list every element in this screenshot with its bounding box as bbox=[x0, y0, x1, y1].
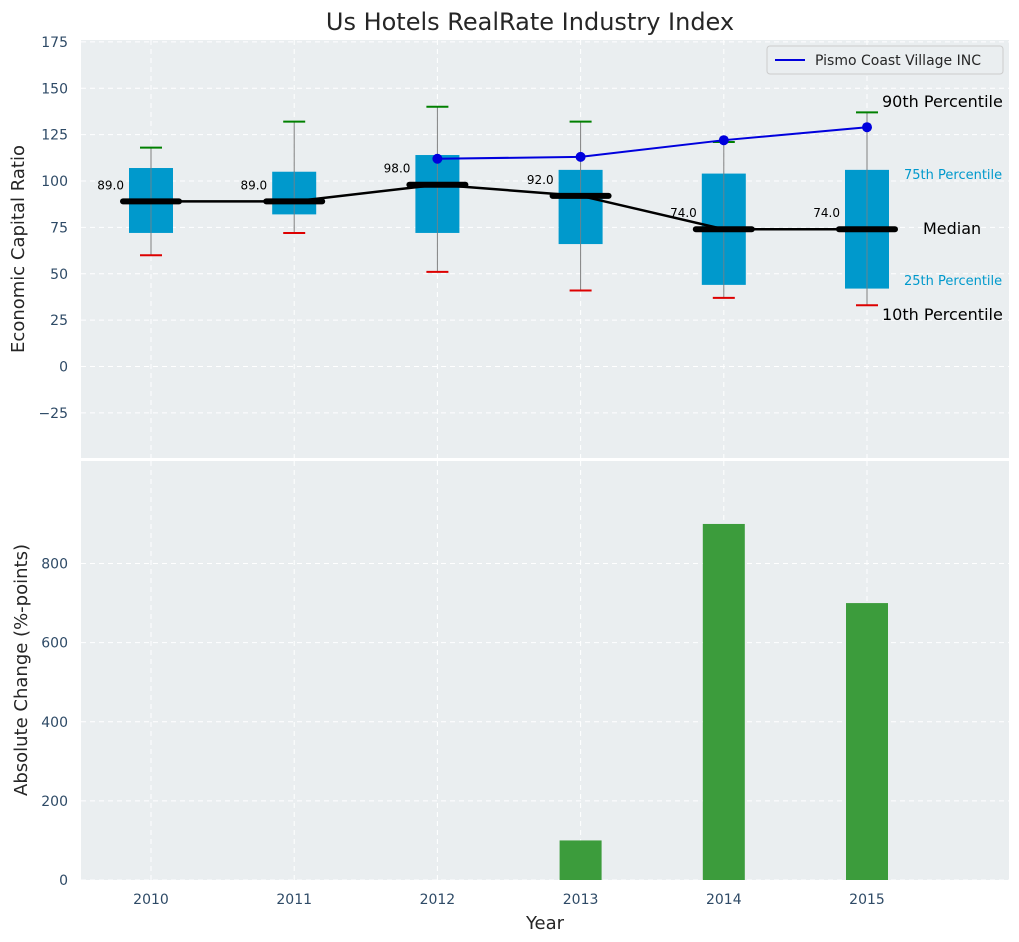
top-y-tick-label: −25 bbox=[38, 406, 68, 422]
top-y-tick-label: 100 bbox=[41, 174, 68, 190]
x-tick-label: 2010 bbox=[133, 892, 169, 908]
median-label-2011: 89.0 bbox=[240, 178, 267, 192]
bar-2013 bbox=[559, 840, 602, 880]
top-y-tick-label: 175 bbox=[41, 35, 68, 51]
annotation-median: Median bbox=[923, 219, 981, 238]
company-point-2012 bbox=[432, 153, 443, 164]
chart-marks: −25 0 25 50 75 100 125 150 175 0 200 400 600 800 2010 2… bbox=[38, 35, 898, 908]
x-axis-label: Year bbox=[525, 913, 565, 934]
annotation-75th-percentile: 75th Percentile bbox=[904, 168, 1002, 183]
company-point-2014 bbox=[718, 135, 729, 146]
x-tick-label: 2013 bbox=[563, 892, 599, 908]
median-label-2010: 89.0 bbox=[97, 178, 124, 192]
annotation-25th-percentile: 25th Percentile bbox=[904, 274, 1002, 289]
x-tick-label: 2015 bbox=[849, 892, 885, 908]
median-label-2014: 74.0 bbox=[670, 206, 697, 220]
x-tick-label: 2012 bbox=[420, 892, 456, 908]
x-tick-label: 2014 bbox=[706, 892, 742, 908]
bottom-y-tick-label: 0 bbox=[59, 873, 68, 889]
median-label-2015: 74.0 bbox=[813, 206, 840, 220]
top-y-tick-label: 125 bbox=[41, 128, 68, 144]
top-y-tick-label: 50 bbox=[50, 267, 68, 283]
legend: Pismo Coast Village INC bbox=[766, 45, 1004, 75]
top-y-axis-label: Economic Capital Ratio bbox=[8, 145, 29, 353]
company-line bbox=[437, 126, 868, 160]
top-y-tick-label: 150 bbox=[41, 81, 68, 97]
bottom-y-tick-label: 600 bbox=[41, 636, 68, 652]
bottom-y-tick-label: 200 bbox=[41, 794, 68, 810]
median-label-2012: 98.0 bbox=[384, 162, 411, 176]
bar-2015 bbox=[846, 603, 888, 880]
annotation-10th-percentile: 10th Percentile bbox=[882, 305, 1003, 324]
median-label-2013: 92.0 bbox=[527, 173, 554, 187]
legend-frame bbox=[766, 45, 1004, 75]
company-point-2013 bbox=[575, 151, 586, 162]
x-tick-label: 2011 bbox=[276, 892, 312, 908]
annotation-90th-percentile: 90th Percentile bbox=[882, 92, 1003, 111]
bottom-y-tick-label: 800 bbox=[41, 557, 68, 573]
legend-label: Pismo Coast Village INC bbox=[815, 53, 981, 69]
top-y-tick-label: 75 bbox=[50, 220, 68, 236]
top-y-tick-label: 0 bbox=[59, 360, 68, 376]
chart-title: Us Hotels RealRate Industry Index bbox=[326, 8, 734, 36]
bar-2014 bbox=[702, 523, 745, 880]
top-y-tick-label: 25 bbox=[50, 313, 68, 329]
bottom-y-tick-label: 400 bbox=[41, 715, 68, 731]
company-point-2015 bbox=[862, 122, 872, 133]
bottom-y-axis-label: Absolute Change (%-points) bbox=[11, 544, 32, 796]
